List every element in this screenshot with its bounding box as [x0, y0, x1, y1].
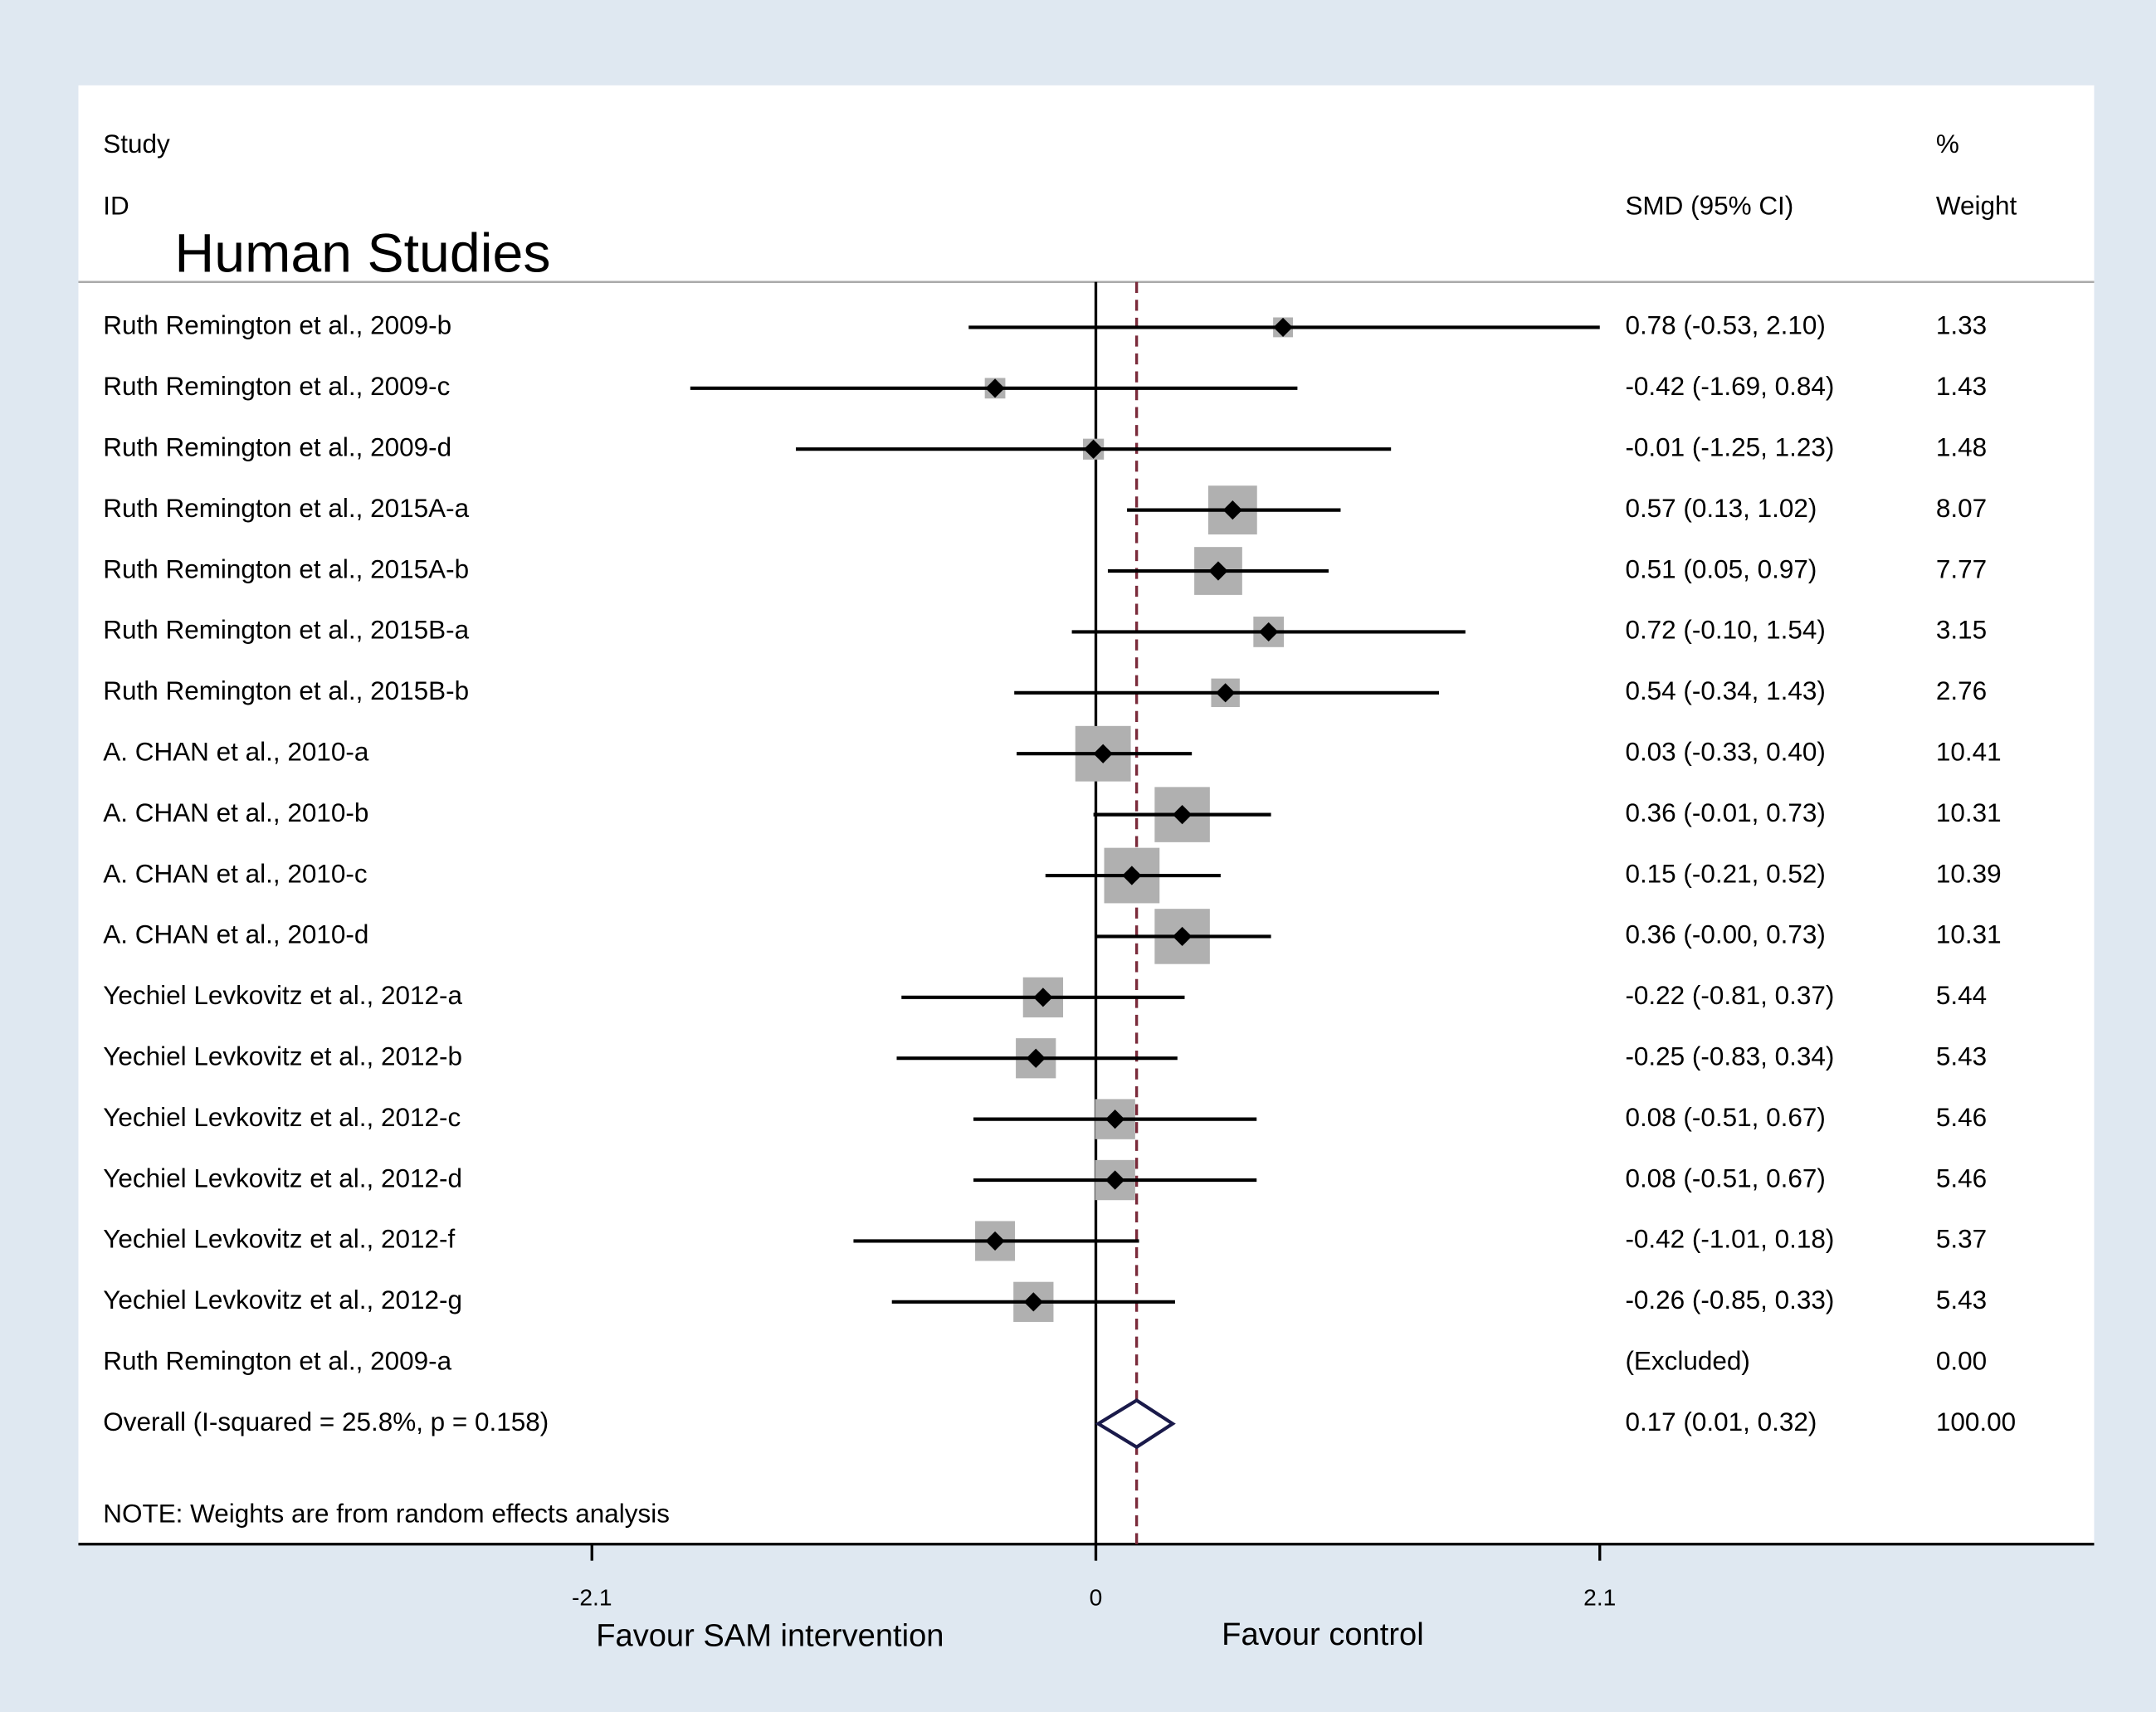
- weight-label: 7.77: [1936, 554, 1987, 583]
- header-id: ID: [103, 192, 129, 221]
- study-label: Yechiel Levkovitz et al., 2012-a: [103, 981, 462, 1010]
- ci-label: -0.42 (-1.69, 0.84): [1625, 372, 1834, 401]
- ci-label: 0.51 (0.05, 0.97): [1625, 554, 1817, 583]
- study-label: A. CHAN et al., 2010-d: [103, 920, 368, 949]
- weight-label: 10.41: [1936, 738, 2002, 767]
- ci-label: 0.15 (-0.21, 0.52): [1625, 859, 1825, 888]
- weight-label: 10.31: [1936, 798, 2002, 827]
- x-tick-label: 2.1: [1583, 1584, 1616, 1610]
- ci-label: 0.72 (-0.10, 1.54): [1625, 616, 1825, 645]
- estimate-point: [1122, 866, 1142, 885]
- ci-label: -0.01 (-1.25, 1.23): [1625, 433, 1834, 462]
- ci-label: -0.25 (-0.83, 0.34): [1625, 1042, 1834, 1071]
- study-label: Yechiel Levkovitz et al., 2012-f: [103, 1225, 455, 1254]
- study-label: Ruth Remington et al., 2009-b: [103, 311, 451, 340]
- study-label: Yechiel Levkovitz et al., 2012-g: [103, 1285, 462, 1314]
- weight-label: 10.31: [1936, 920, 2002, 949]
- weight-label: 5.43: [1936, 1042, 1987, 1071]
- x-tick-label: 0: [1090, 1584, 1103, 1610]
- x-label-left: Favour SAM intervention: [596, 1619, 944, 1654]
- weight-label: 1.33: [1936, 311, 1987, 340]
- study-label: Ruth Remington et al., 2009-d: [103, 433, 451, 462]
- ci-label: 0.57 (0.13, 1.02): [1625, 494, 1817, 523]
- weight-label: 5.46: [1936, 1103, 1987, 1132]
- study-label: Yechiel Levkovitz et al., 2012-b: [103, 1042, 462, 1071]
- x-tick-label: -2.1: [572, 1584, 612, 1610]
- overall-diamond: [1095, 1398, 1176, 1450]
- ci-label: 0.08 (-0.51, 0.67): [1625, 1163, 1825, 1193]
- study-label: Ruth Remington et al., 2009-c: [103, 372, 450, 401]
- ci-label: -0.26 (-0.85, 0.33): [1625, 1285, 1834, 1314]
- study-label: Ruth Remington et al., 2015B-b: [103, 676, 469, 705]
- weight-label: 0.00: [1936, 1347, 1987, 1376]
- ci-label: 0.08 (-0.51, 0.67): [1625, 1103, 1825, 1132]
- x-label-right: Favour control: [1222, 1617, 1423, 1652]
- ci-label: 0.36 (-0.00, 0.73): [1625, 920, 1825, 949]
- weight-label: 2.76: [1936, 676, 1987, 705]
- header-weight: Weight: [1936, 192, 2017, 221]
- ci-label: -0.42 (-1.01, 0.18): [1625, 1225, 1834, 1254]
- estimate-point: [1173, 805, 1193, 825]
- study-label: A. CHAN et al., 2010-c: [103, 859, 367, 888]
- estimate-point: [1208, 561, 1228, 581]
- estimate-point: [1173, 926, 1193, 947]
- study-label: Ruth Remington et al., 2015B-a: [103, 616, 469, 645]
- weight-label: 8.07: [1936, 494, 1987, 523]
- header-effect: SMD (95% CI): [1625, 192, 1793, 221]
- weight-label: 10.39: [1936, 859, 2002, 888]
- study-label: A. CHAN et al., 2010-b: [103, 798, 368, 827]
- ci-label: (Excluded): [1625, 1347, 1749, 1376]
- weight-label: 3.15: [1936, 616, 1987, 645]
- study-label: Ruth Remington et al., 2009-a: [103, 1347, 451, 1376]
- study-label: Yechiel Levkovitz et al., 2012-c: [103, 1103, 461, 1132]
- header-pct: %: [1936, 129, 1959, 159]
- ci-label: 0.78 (-0.53, 2.10): [1625, 311, 1825, 340]
- ci-label: -0.22 (-0.81, 0.37): [1625, 981, 1834, 1010]
- note: NOTE: Weights are from random effects an…: [103, 1499, 670, 1528]
- header-study: Study: [103, 129, 170, 159]
- weight-label: 5.37: [1936, 1225, 1987, 1254]
- weight-label: 1.43: [1936, 372, 1987, 401]
- ci-label: 0.54 (-0.34, 1.43): [1625, 676, 1825, 705]
- overall-ci-label: 0.17 (0.01, 0.32): [1625, 1407, 1817, 1436]
- study-label: Ruth Remington et al., 2015A-b: [103, 554, 469, 583]
- study-label: A. CHAN et al., 2010-a: [103, 738, 369, 767]
- ci-label: 0.03 (-0.33, 0.40): [1625, 738, 1825, 767]
- ci-label: 0.36 (-0.01, 0.73): [1625, 798, 1825, 827]
- overall-weight-label: 100.00: [1936, 1407, 2016, 1436]
- study-label: Ruth Remington et al., 2015A-a: [103, 494, 469, 523]
- weight-label: 1.48: [1936, 433, 1987, 462]
- weight-label: 5.43: [1936, 1285, 1987, 1314]
- chart-title: Human Studies: [174, 222, 550, 284]
- overall-label: Overall (I-squared = 25.8%, p = 0.158): [103, 1407, 549, 1436]
- study-label: Yechiel Levkovitz et al., 2012-d: [103, 1163, 462, 1193]
- weight-label: 5.46: [1936, 1163, 1987, 1193]
- weight-label: 5.44: [1936, 981, 1987, 1010]
- estimate-point: [1105, 1110, 1125, 1129]
